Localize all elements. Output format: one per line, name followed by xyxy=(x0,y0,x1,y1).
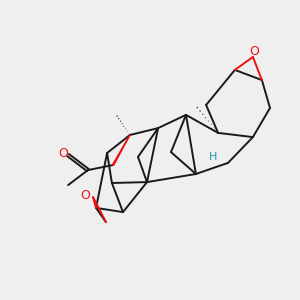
Polygon shape xyxy=(112,135,130,165)
Text: H: H xyxy=(209,152,217,162)
Text: O: O xyxy=(58,147,68,160)
Text: O: O xyxy=(81,189,90,202)
Text: O: O xyxy=(250,45,259,58)
